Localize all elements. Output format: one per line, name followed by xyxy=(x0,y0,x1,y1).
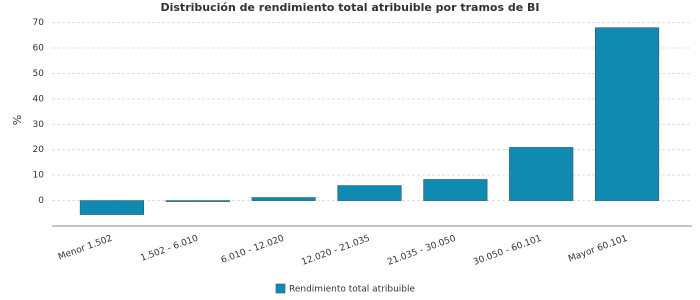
y-tick-label: 20 xyxy=(33,145,45,155)
x-tick-label: 12.020 - 21.035 xyxy=(300,234,371,268)
bar xyxy=(79,200,144,215)
y-tick-label: 40 xyxy=(33,94,45,104)
legend-swatch xyxy=(275,283,286,294)
y-tick-label: 70 xyxy=(33,18,45,28)
y-tick-label: 30 xyxy=(33,120,45,130)
bar xyxy=(509,147,574,201)
chart-title: Distribución de rendimiento total atribu… xyxy=(160,1,539,14)
bar xyxy=(337,185,402,201)
legend-label: Rendimiento total atribuible xyxy=(289,285,416,295)
x-tick-label: 6.010 - 12.020 xyxy=(220,234,286,266)
x-tick-label: 30.050 - 60.101 xyxy=(472,234,543,268)
y-tick-label: 0 xyxy=(38,196,44,206)
bar xyxy=(423,179,488,201)
y-tick-label: 50 xyxy=(33,69,45,79)
x-tick-label: Mayor 60.101 xyxy=(567,234,629,265)
y-axis-label: % xyxy=(11,115,24,125)
x-tick-label: 21.035 - 30.050 xyxy=(386,234,457,268)
bar xyxy=(251,197,316,201)
bar xyxy=(165,200,230,202)
y-tick-label: 10 xyxy=(33,171,45,181)
x-tick-label: 1.502 - 6.010 xyxy=(139,234,200,264)
y-tick-label: 60 xyxy=(33,44,45,54)
bar xyxy=(595,27,660,201)
x-tick-label: Menor 1.502 xyxy=(57,234,114,263)
